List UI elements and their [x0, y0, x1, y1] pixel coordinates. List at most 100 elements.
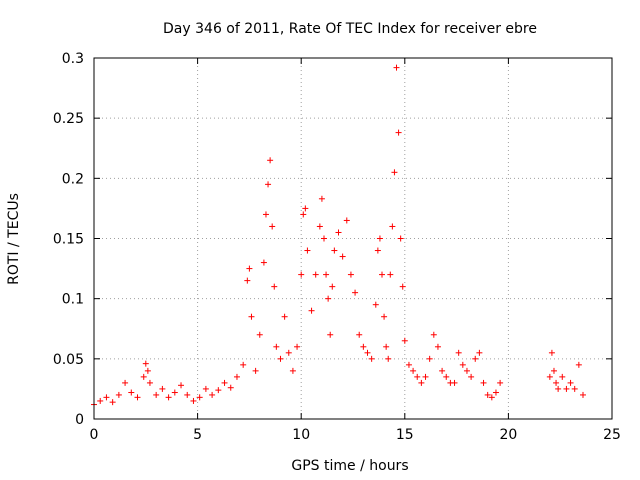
axis-ticks [93, 57, 613, 420]
x-tick-label: 20 [499, 427, 517, 443]
data-point [347, 271, 354, 278]
data-point [153, 391, 160, 398]
data-point [381, 313, 388, 320]
data-point [285, 349, 292, 356]
data-point [422, 373, 429, 380]
data-point [393, 64, 400, 71]
data-point [559, 373, 566, 380]
data-point [277, 355, 284, 362]
data-point [246, 265, 253, 272]
data-point [289, 367, 296, 374]
data-point [320, 235, 327, 242]
data-point [488, 394, 495, 401]
data-point [221, 379, 228, 386]
data-point [414, 373, 421, 380]
data-point [571, 385, 578, 392]
data-point [356, 331, 363, 338]
y-tick-label: 0.05 [53, 352, 84, 368]
data-point [434, 343, 441, 350]
y-axis-label: ROTI / TECUs [6, 193, 22, 285]
data-point [281, 313, 288, 320]
data-point [455, 349, 462, 356]
data-point [405, 361, 412, 368]
data-point [144, 367, 151, 374]
data-point [171, 389, 178, 396]
y-tick-label: 0 [75, 412, 84, 428]
data-point [273, 343, 280, 350]
data-point [248, 313, 255, 320]
x-tick-label: 10 [292, 427, 310, 443]
data-point [546, 373, 553, 380]
data-point [567, 379, 574, 386]
data-point [579, 391, 586, 398]
data-point [397, 235, 404, 242]
data-point [308, 307, 315, 314]
data-point [339, 253, 346, 260]
data-point [335, 229, 342, 236]
data-point [372, 301, 379, 308]
data-point [202, 385, 209, 392]
data-point [555, 385, 562, 392]
data-point [240, 361, 247, 368]
data-point [209, 391, 216, 398]
y-tick-label: 0.1 [62, 292, 84, 308]
data-point [399, 283, 406, 290]
data-point [262, 211, 269, 218]
y-tick-label: 0.15 [53, 232, 84, 248]
data-point [256, 331, 263, 338]
data-point [233, 373, 240, 380]
data-point [304, 247, 311, 254]
data-point [140, 373, 147, 380]
data-point [271, 283, 278, 290]
data-point [327, 331, 334, 338]
data-point [302, 205, 309, 212]
data-point [548, 349, 555, 356]
data-point [352, 289, 359, 296]
data-point [553, 379, 560, 386]
data-point [364, 349, 371, 356]
data-point [443, 373, 450, 380]
y-tick-labels: 0 0.05 0.1 0.15 0.2 0.25 0.3 [53, 51, 84, 428]
data-point [376, 235, 383, 242]
data-point [323, 271, 330, 278]
data-point [410, 367, 417, 374]
data-point [374, 247, 381, 254]
data-point [391, 169, 398, 176]
x-tick-label: 0 [90, 427, 99, 443]
x-axis-label: GPS time / hours [291, 458, 408, 474]
x-tick-label: 5 [193, 427, 202, 443]
data-points [91, 64, 586, 408]
data-point [463, 367, 470, 374]
y-tick-label: 0.3 [62, 51, 84, 67]
data-point [300, 211, 307, 218]
data-point [269, 223, 276, 230]
data-point [476, 349, 483, 356]
data-point [426, 355, 433, 362]
data-point [215, 387, 222, 394]
data-point [368, 355, 375, 362]
data-point [385, 355, 392, 362]
data-point [329, 283, 336, 290]
data-point [178, 382, 185, 389]
data-point [387, 271, 394, 278]
data-point [134, 394, 141, 401]
data-point [331, 247, 338, 254]
data-point [316, 223, 323, 230]
data-point [267, 157, 274, 164]
data-point [97, 397, 104, 404]
data-point [325, 295, 332, 302]
data-point [383, 343, 390, 350]
data-point [550, 367, 557, 374]
data-point [575, 361, 582, 368]
data-point [103, 394, 110, 401]
data-point [459, 361, 466, 368]
x-tick-label: 25 [603, 427, 621, 443]
data-point [128, 389, 135, 396]
data-point [472, 355, 479, 362]
data-point [260, 259, 267, 266]
data-point [418, 379, 425, 386]
data-point [484, 391, 491, 398]
data-point [265, 181, 272, 188]
data-point [343, 217, 350, 224]
